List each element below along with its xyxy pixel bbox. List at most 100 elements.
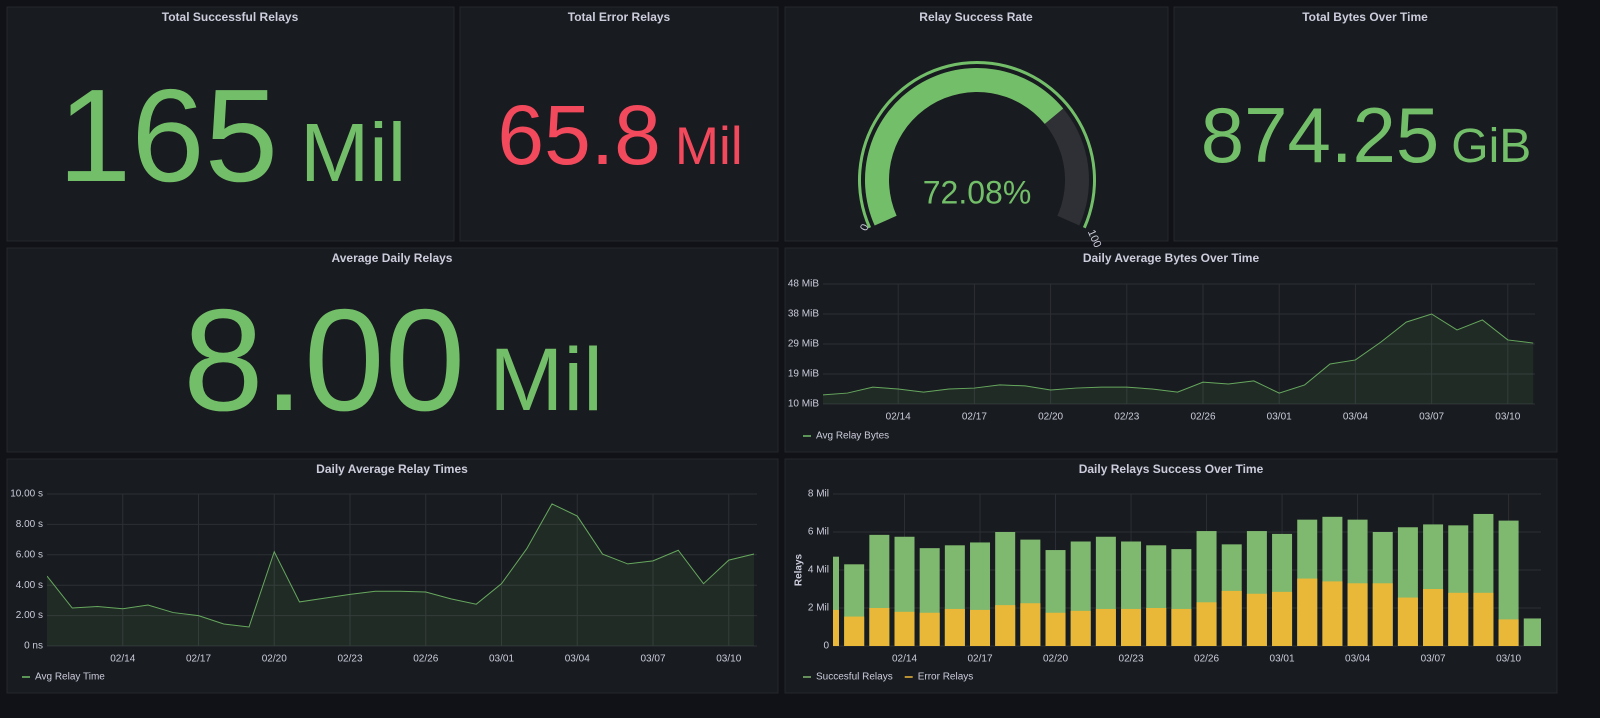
x-tick-label: 02/17 xyxy=(968,654,993,665)
panel-title: Relay Success Rate xyxy=(919,10,1033,24)
panel xyxy=(784,6,1169,242)
x-tick-label: 02/26 xyxy=(413,654,438,665)
y-tick-label: 8 Mil xyxy=(808,489,829,500)
bar xyxy=(1146,608,1167,646)
bar xyxy=(1045,612,1066,646)
panel xyxy=(1173,6,1558,242)
stat-value: 8.00 Mil xyxy=(183,279,603,441)
x-tick-label: 02/14 xyxy=(886,412,911,423)
x-tick-label: 03/10 xyxy=(1496,654,1521,665)
bar xyxy=(1523,618,1541,646)
bar xyxy=(1397,597,1418,646)
x-tick-label: 02/23 xyxy=(1119,654,1144,665)
y-tick-label: 10.00 s xyxy=(10,489,43,500)
bar xyxy=(1221,590,1242,646)
y-tick-label: 2.00 s xyxy=(16,610,43,621)
bar xyxy=(833,609,839,646)
panel-title: Total Error Relays xyxy=(568,10,671,24)
y-tick-label: 4.00 s xyxy=(16,580,43,591)
x-tick-label: 03/04 xyxy=(1343,412,1368,423)
y-axis-label: Relays xyxy=(794,553,805,586)
bar xyxy=(1196,602,1217,646)
gauge-value-arc xyxy=(865,68,1064,226)
x-tick-label: 03/10 xyxy=(1495,412,1520,423)
bar xyxy=(1498,619,1519,646)
x-tick-label: 02/17 xyxy=(962,412,987,423)
bar xyxy=(1171,608,1192,646)
x-tick-label: 03/01 xyxy=(1267,412,1292,423)
stat-value: 65.8 Mil xyxy=(497,88,742,182)
bar xyxy=(1473,592,1494,646)
x-tick-label: 03/07 xyxy=(640,654,665,665)
panel-title: Daily Average Relay Times xyxy=(316,462,468,476)
y-tick-label: 19 MiB xyxy=(788,369,819,380)
bar xyxy=(970,609,991,646)
bar xyxy=(844,616,865,646)
stat-number: 8.00 xyxy=(183,279,465,441)
bar xyxy=(1272,591,1293,646)
x-tick-label: 03/01 xyxy=(1270,654,1295,665)
line xyxy=(823,313,1534,396)
bar xyxy=(1070,610,1091,646)
gauge-value-label: 72.08% xyxy=(923,174,1032,210)
y-tick-label: 0 ns xyxy=(24,641,43,652)
legend-label: Avg Relay Bytes xyxy=(816,431,889,442)
stat-unit: Mil xyxy=(489,329,603,429)
panel xyxy=(6,247,779,453)
stat-value: 874.25 GiB xyxy=(1201,91,1532,179)
bar xyxy=(919,612,940,646)
x-tick-label: 02/14 xyxy=(892,654,917,665)
x-tick-label: 02/26 xyxy=(1190,412,1215,423)
panel-title: Total Bytes Over Time xyxy=(1302,10,1428,24)
bar xyxy=(1121,608,1142,646)
x-tick-label: 03/07 xyxy=(1419,412,1444,423)
stat-unit: Mil xyxy=(300,106,406,199)
bar xyxy=(1297,578,1318,646)
area-fill xyxy=(47,503,754,646)
y-tick-label: 29 MiB xyxy=(788,339,819,350)
stat-number: 874.25 xyxy=(1201,91,1440,179)
x-tick-label: 02/23 xyxy=(1114,412,1139,423)
x-tick-label: 03/04 xyxy=(1345,654,1370,665)
bar xyxy=(1347,583,1368,646)
gauge-min-label: 0 xyxy=(858,222,871,232)
stat-value: 165 Mil xyxy=(58,62,406,209)
y-tick-label: 6.00 s xyxy=(16,549,43,560)
y-tick-label: 6 Mil xyxy=(808,527,829,538)
bar xyxy=(1322,581,1343,646)
panel-title: Total Successful Relays xyxy=(162,10,299,24)
panel-title: Daily Average Bytes Over Time xyxy=(1083,251,1260,265)
line xyxy=(47,503,755,628)
y-tick-label: 4 Mil xyxy=(808,565,829,576)
x-tick-label: 02/17 xyxy=(186,654,211,665)
x-tick-label: 02/26 xyxy=(1194,654,1219,665)
panel-title: Daily Relays Success Over Time xyxy=(1079,462,1264,476)
x-tick-label: 03/10 xyxy=(716,654,741,665)
x-tick-label: 03/01 xyxy=(489,654,514,665)
bar xyxy=(833,556,839,646)
bar xyxy=(995,605,1016,646)
x-tick-label: 02/20 xyxy=(262,654,287,665)
bar xyxy=(894,611,915,646)
bar xyxy=(944,608,965,646)
plot-area xyxy=(823,313,1534,404)
area-fill xyxy=(823,314,1534,404)
panel xyxy=(6,458,779,694)
y-tick-label: 0 xyxy=(823,641,829,652)
legend-label: Error Relays xyxy=(918,672,974,683)
y-tick-label: 8.00 s xyxy=(16,519,43,530)
y-tick-label: 2 Mil xyxy=(808,603,829,614)
panel xyxy=(784,247,1558,453)
bar xyxy=(1020,603,1041,646)
x-tick-label: 02/23 xyxy=(337,654,362,665)
plot-area xyxy=(47,503,755,646)
panel-title: Average Daily Relays xyxy=(332,251,453,265)
panel xyxy=(459,6,779,242)
x-tick-label: 02/14 xyxy=(110,654,135,665)
plot-area xyxy=(833,513,1541,646)
legend-label: Avg Relay Time xyxy=(35,672,105,683)
panel xyxy=(6,6,455,242)
x-tick-label: 03/07 xyxy=(1421,654,1446,665)
stat-unit: GiB xyxy=(1451,120,1531,173)
